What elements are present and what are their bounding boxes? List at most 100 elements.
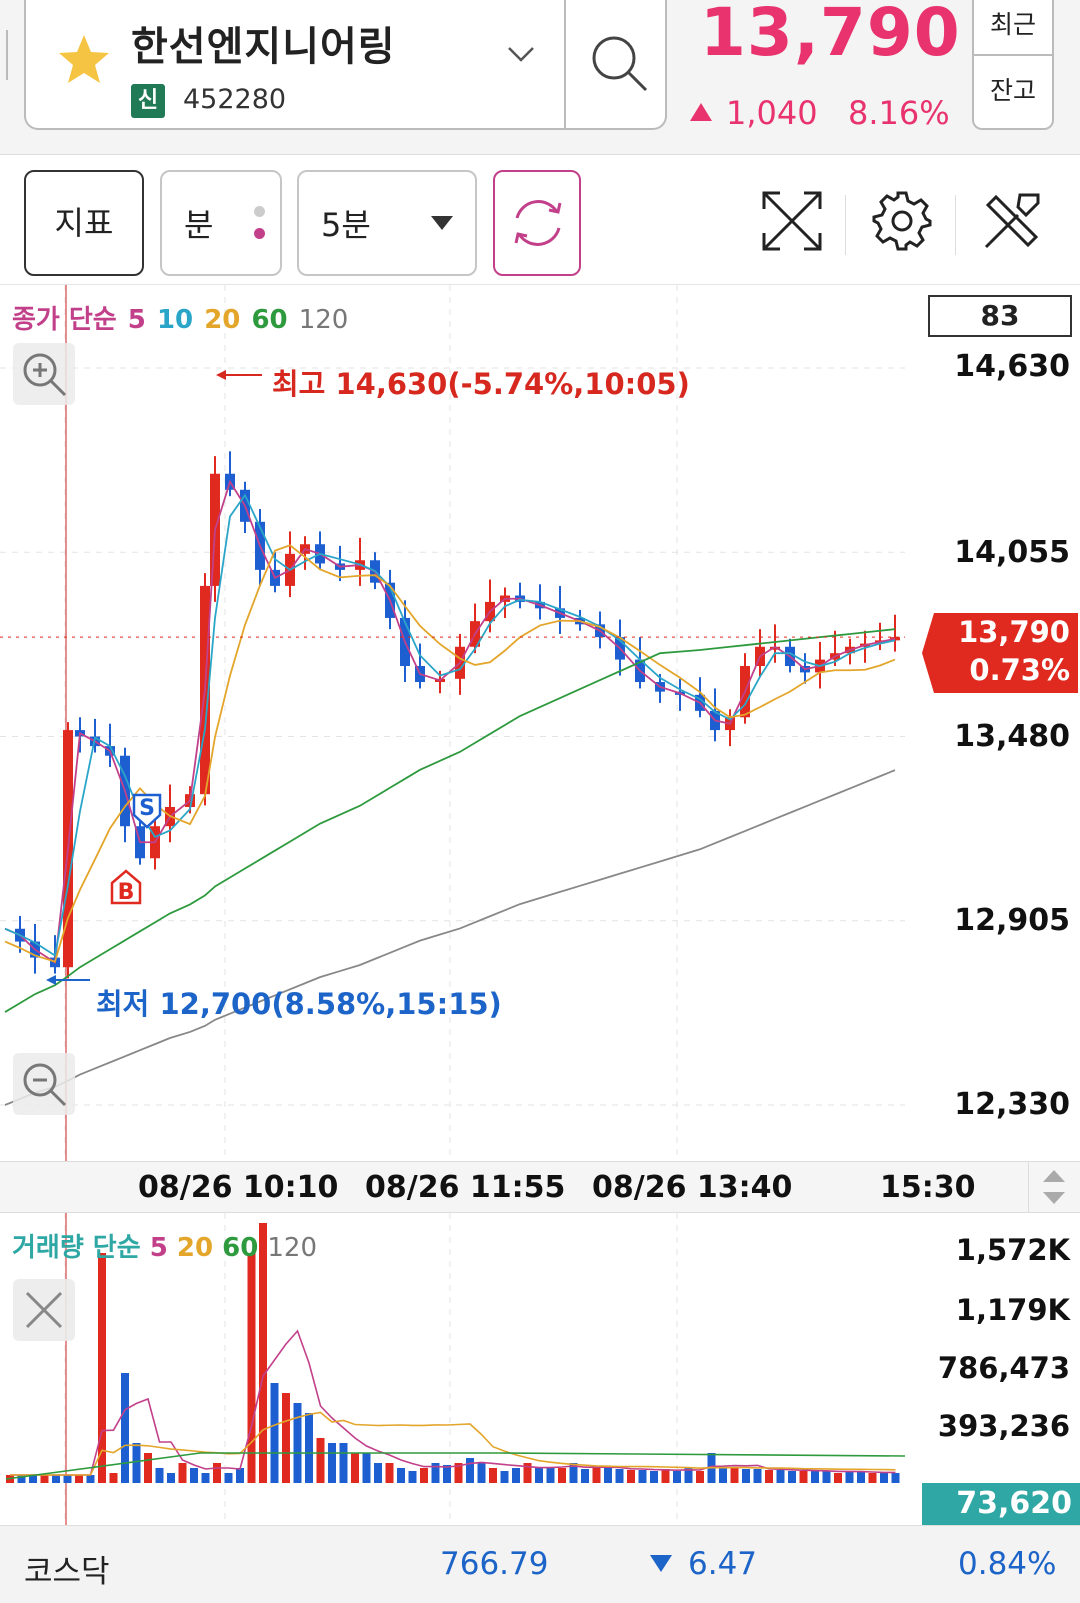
up-down-arrow-icon xyxy=(1043,1170,1065,1204)
legend-ma60: 60 xyxy=(222,1233,259,1263)
volume-bar xyxy=(822,1471,831,1483)
volume-bar xyxy=(247,1253,256,1483)
volume-bar xyxy=(581,1469,589,1483)
volume-bar xyxy=(75,1475,83,1483)
legend-ma10: 10 xyxy=(156,305,194,335)
tools-icon[interactable] xyxy=(980,189,1044,253)
indicator-button[interactable]: 지표 xyxy=(24,170,144,276)
volume-bar xyxy=(374,1463,382,1483)
volume-bar xyxy=(63,1475,72,1483)
close-volume-button[interactable] xyxy=(13,1279,75,1341)
index-change: 6.47 xyxy=(650,1546,757,1582)
stock-code: 452280 xyxy=(183,84,287,115)
index-change-percent: 0.84% xyxy=(958,1546,1057,1582)
current-price: 13,790 xyxy=(700,0,961,71)
volume-bar xyxy=(121,1373,129,1483)
volume-bar xyxy=(546,1468,555,1483)
price-change-percent: 8.16% xyxy=(848,94,950,132)
refresh-button[interactable] xyxy=(493,170,581,276)
volume-bar xyxy=(650,1471,658,1483)
volume-bar xyxy=(834,1473,842,1483)
volume-bar xyxy=(259,1223,267,1483)
volume-bar xyxy=(86,1475,95,1483)
favorite-star-icon[interactable] xyxy=(56,32,112,88)
volume-bar xyxy=(891,1473,900,1483)
minute-button[interactable]: 분 xyxy=(160,170,282,276)
volume-ma60-line xyxy=(5,1452,906,1480)
volume-bar xyxy=(236,1468,244,1483)
volume-bar xyxy=(627,1470,635,1483)
down-arrow-icon xyxy=(650,1555,672,1572)
volume-bar xyxy=(339,1443,348,1483)
drawer-handle[interactable] xyxy=(6,30,11,80)
legend-ma20: 20 xyxy=(176,1233,214,1263)
volume-bar xyxy=(857,1472,865,1483)
volume-bar xyxy=(788,1471,796,1483)
search-button[interactable] xyxy=(564,0,668,128)
scale-spinner[interactable] xyxy=(1028,1162,1078,1212)
volume-bar xyxy=(190,1468,198,1483)
current-volume-tag: 73,620 xyxy=(922,1483,1080,1525)
dot-active-icon xyxy=(254,228,265,239)
legend-ma5: 5 xyxy=(149,1233,168,1263)
volume-bar xyxy=(730,1468,739,1483)
x-axis-label: 15:30 xyxy=(880,1170,976,1205)
volume-bar xyxy=(753,1469,762,1483)
volume-bar xyxy=(443,1465,451,1483)
price-chart-canvas[interactable]: BS xyxy=(0,285,1080,1161)
volume-bar xyxy=(880,1473,888,1483)
legend-ma60: 60 xyxy=(251,305,288,335)
volume-bar xyxy=(385,1463,394,1483)
x-axis: 08/26 10:10 08/26 11:55 08/26 13:40 15:3… xyxy=(0,1161,1080,1213)
volume-bar xyxy=(167,1473,175,1483)
volume-bar xyxy=(420,1468,428,1483)
volume-bar xyxy=(765,1470,773,1483)
volume-bar xyxy=(466,1458,474,1483)
fullscreen-icon[interactable] xyxy=(760,189,824,253)
volume-bar xyxy=(98,1253,106,1483)
volume-bar xyxy=(500,1471,509,1483)
interval-select[interactable]: 5분 xyxy=(297,170,477,276)
volume-bar xyxy=(40,1475,49,1483)
interval-value: 5분 xyxy=(321,206,371,244)
zoom-out-icon xyxy=(23,1063,67,1107)
legend-ma20: 20 xyxy=(204,305,241,335)
zoom-in-button[interactable] xyxy=(13,343,75,405)
toolbar-divider xyxy=(845,195,846,255)
zoom-out-button[interactable] xyxy=(13,1053,75,1115)
price-tag-shape xyxy=(922,613,1078,693)
volume-axis-label: 1,572K xyxy=(955,1233,1070,1267)
caret-down-icon xyxy=(431,216,453,230)
volume-chart-canvas[interactable] xyxy=(0,1213,1080,1525)
ma120-line xyxy=(4,769,896,1106)
volume-bar xyxy=(178,1463,187,1483)
current-price-tag: 13,790 0.73% xyxy=(922,613,1078,693)
ma5-line xyxy=(4,479,896,964)
chevron-down-icon[interactable] xyxy=(506,44,536,64)
volume-chart[interactable]: 거래량 단순 5 20 60 120 1,572K 1,179K 786,473… xyxy=(0,1213,1080,1525)
volume-axis-label: 1,179K xyxy=(955,1293,1070,1327)
y-axis-label: 14,630 xyxy=(954,349,1070,384)
volume-ma5-line xyxy=(10,1329,896,1476)
volume-bar xyxy=(224,1473,233,1483)
volume-bar xyxy=(684,1468,693,1483)
volume-bar xyxy=(615,1469,624,1483)
volume-ma20-line xyxy=(10,1411,896,1476)
volume-bar xyxy=(213,1463,221,1483)
legend-base: 거래량 단순 xyxy=(12,1233,141,1263)
buy-signal-marker xyxy=(110,869,142,905)
index-ticker[interactable]: 코스닥 766.79 6.47 0.84% xyxy=(0,1525,1080,1603)
low-annotation: 최저 12,700(8.58%,15:15) xyxy=(96,987,502,1021)
recent-button[interactable]: 최근 xyxy=(974,0,1052,56)
gear-icon[interactable] xyxy=(870,189,934,253)
stock-selector[interactable]: 한선엔지니어링 신 452280 xyxy=(24,0,667,130)
volume-bar xyxy=(477,1463,486,1483)
toolbar-divider xyxy=(955,195,956,255)
price-change: 1,040 xyxy=(690,94,818,132)
balance-button[interactable]: 잔고 xyxy=(989,76,1036,105)
y-axis-label: 13,480 xyxy=(954,719,1070,754)
y-axis-label: 12,905 xyxy=(954,903,1070,938)
legend-ma120: 120 xyxy=(298,305,349,335)
volume-bar xyxy=(132,1443,141,1483)
